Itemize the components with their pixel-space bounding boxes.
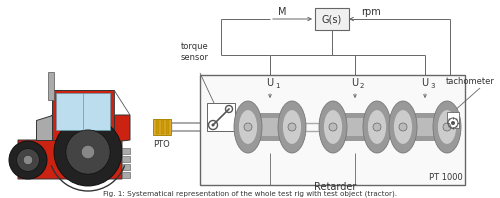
Ellipse shape — [394, 110, 412, 144]
Bar — [48, 72, 54, 100]
Text: 3: 3 — [430, 83, 434, 89]
Circle shape — [373, 123, 381, 131]
Text: tachometer: tachometer — [446, 77, 495, 87]
Polygon shape — [18, 115, 130, 179]
Circle shape — [54, 118, 122, 186]
Ellipse shape — [283, 110, 301, 144]
Bar — [200, 75, 465, 185]
Circle shape — [443, 123, 451, 131]
Text: 2: 2 — [360, 83, 364, 89]
Bar — [207, 103, 235, 131]
Bar — [403, 118, 447, 136]
Bar — [161, 120, 164, 134]
Ellipse shape — [438, 110, 456, 144]
Text: 1: 1 — [275, 83, 280, 89]
Polygon shape — [36, 115, 52, 140]
Text: PT 1000: PT 1000 — [429, 173, 463, 182]
Bar — [156, 120, 159, 134]
Bar — [122, 156, 130, 162]
Ellipse shape — [239, 110, 257, 144]
Text: G(s): G(s) — [322, 14, 342, 24]
Ellipse shape — [234, 101, 262, 153]
Circle shape — [16, 149, 40, 171]
Bar — [166, 120, 169, 134]
Bar — [248, 118, 292, 136]
Ellipse shape — [389, 101, 417, 153]
Circle shape — [329, 123, 337, 131]
Ellipse shape — [368, 110, 386, 144]
Bar — [315, 8, 349, 30]
Text: PTO: PTO — [154, 140, 170, 149]
Circle shape — [81, 145, 95, 159]
Ellipse shape — [433, 101, 461, 153]
Bar — [403, 113, 447, 141]
Bar — [122, 164, 130, 170]
Ellipse shape — [319, 101, 347, 153]
Bar — [447, 112, 459, 128]
Circle shape — [451, 121, 455, 125]
Circle shape — [9, 141, 47, 179]
Text: U: U — [266, 78, 274, 88]
Circle shape — [288, 123, 296, 131]
Circle shape — [212, 124, 214, 127]
Circle shape — [399, 123, 407, 131]
Text: rpm: rpm — [361, 7, 381, 17]
Ellipse shape — [363, 101, 391, 153]
Circle shape — [66, 130, 110, 174]
Bar — [153, 119, 171, 135]
Text: torque
sensor: torque sensor — [181, 42, 209, 62]
Text: U: U — [422, 78, 428, 88]
Text: Fig. 1: Systematical representation of the whole test rig with test object (trac: Fig. 1: Systematical representation of t… — [103, 190, 397, 197]
Ellipse shape — [324, 110, 342, 144]
Bar — [122, 172, 130, 178]
Bar — [248, 113, 292, 141]
Bar — [122, 148, 130, 154]
Bar — [52, 90, 114, 140]
Circle shape — [23, 155, 33, 165]
Bar — [333, 118, 377, 136]
Bar — [56, 93, 110, 130]
Text: M: M — [278, 7, 286, 17]
Text: U: U — [352, 78, 358, 88]
Ellipse shape — [278, 101, 306, 153]
Bar — [333, 113, 377, 141]
Text: Retarder: Retarder — [314, 182, 356, 192]
Circle shape — [244, 123, 252, 131]
